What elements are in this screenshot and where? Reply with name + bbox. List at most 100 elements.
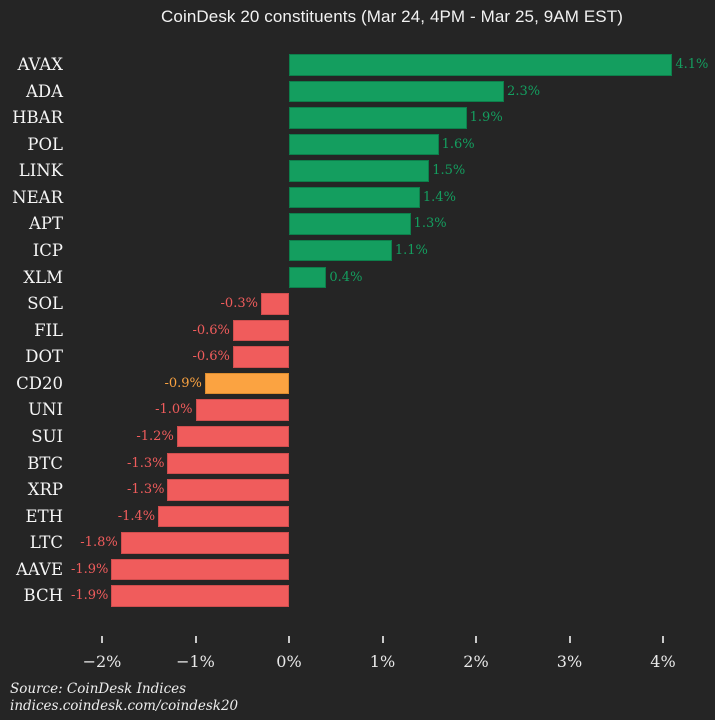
- value-label: 1.6%: [441, 136, 475, 152]
- plot-area: AVAX 4.1% ADA 2.3% HBAR 1.9% POL 1.6% LINK 1.5% NE…: [0, 54, 715, 613]
- bar-eth: [158, 505, 289, 528]
- category-label: BTC: [27, 453, 63, 473]
- source-line-2: indices.coindesk.com/coindesk20: [10, 698, 239, 714]
- bar-link: [289, 160, 430, 182]
- bar-row: LTC -1.8%: [0, 532, 715, 559]
- value-label: 4.1%: [675, 57, 709, 72]
- bar-row: CD20 -0.9%: [0, 372, 715, 400]
- category-label: XLM: [23, 267, 63, 287]
- value-label: -0.6%: [192, 322, 230, 338]
- bar-row: DOT -0.6%: [0, 346, 715, 373]
- bar-fil: [232, 319, 289, 342]
- category-label: NEAR: [12, 187, 63, 207]
- bar-icp: [289, 239, 392, 262]
- category-label: DOT: [25, 347, 63, 367]
- value-label: -0.9%: [164, 375, 202, 391]
- category-label: ADA: [25, 81, 63, 101]
- category-label: CD20: [16, 373, 63, 393]
- x-axis-tick-label: 4%: [650, 652, 676, 671]
- bar-xlm: [289, 266, 327, 289]
- bar-xrp: [167, 479, 289, 501]
- bar-row: BTC -1.3%: [0, 452, 715, 480]
- bar-row: XRP -1.3%: [0, 479, 715, 506]
- bar-apt: [289, 213, 411, 235]
- bar-aave: [111, 558, 289, 581]
- bar-row: ETH -1.4%: [0, 505, 715, 533]
- x-axis-tick-label: 3%: [556, 652, 583, 671]
- bar-row: ADA 2.3%: [0, 80, 715, 108]
- bar-row: AVAX 4.1%: [0, 54, 715, 81]
- value-label: 1.9%: [469, 110, 503, 126]
- x-axis-tick-label: 2%: [463, 652, 489, 671]
- category-label: LINK: [18, 161, 63, 181]
- category-label: ICP: [32, 240, 63, 260]
- category-label: APT: [28, 214, 63, 234]
- bar-sui: [176, 425, 289, 448]
- bar-row: NEAR 1.4%: [0, 186, 715, 214]
- bar-dot: [232, 346, 289, 368]
- bar-bch: [111, 585, 289, 607]
- x-axis-tick: [381, 636, 384, 643]
- x-axis-tick: [101, 636, 103, 643]
- x-axis-tick-label: 0%: [276, 652, 302, 671]
- bar-hbar: [289, 107, 467, 129]
- bar-row: SOL -0.3%: [0, 293, 715, 320]
- category-label: POL: [27, 134, 63, 154]
- value-label: 1.5%: [432, 163, 466, 179]
- source-attribution: Source: CoinDesk Indices indices.coindes…: [10, 681, 238, 715]
- value-label: 1.1%: [394, 242, 428, 258]
- value-label: -0.3%: [220, 296, 258, 312]
- x-axis-tick: [662, 636, 664, 643]
- value-label: 2.3%: [507, 83, 541, 99]
- category-label: BCH: [23, 586, 63, 606]
- x-axis-tick-label: −1%: [176, 652, 215, 671]
- bar-sol: [260, 293, 289, 315]
- x-axis-tick: [194, 636, 197, 643]
- bar-ltc: [120, 532, 289, 554]
- category-label: SUI: [31, 426, 63, 446]
- bar-row: HBAR 1.9%: [0, 107, 715, 134]
- value-label: -1.0%: [155, 402, 193, 418]
- category-label: HBAR: [12, 108, 63, 128]
- value-label: -1.8%: [80, 535, 118, 551]
- bar-row: BCH -1.9%: [0, 585, 715, 612]
- bar-row: SUI -1.2%: [0, 425, 715, 453]
- source-line-1: Source: CoinDesk Indices: [10, 681, 187, 697]
- bar-avax: [289, 54, 673, 76]
- value-label: -1.9%: [70, 561, 109, 577]
- category-label: LTC: [29, 533, 63, 553]
- value-label: 0.4%: [329, 269, 363, 285]
- value-label: -1.4%: [117, 508, 156, 524]
- x-axis-tick-label: 1%: [369, 652, 396, 671]
- category-label: XRP: [27, 480, 63, 500]
- bar-btc: [167, 452, 289, 475]
- bar-row: UNI -1.0%: [0, 399, 715, 426]
- value-label: -1.9%: [70, 588, 109, 604]
- value-label: 1.4%: [422, 189, 456, 205]
- bar-row: XLM 0.4%: [0, 266, 715, 294]
- value-label: -1.2%: [136, 428, 174, 444]
- value-label: -0.6%: [192, 349, 230, 365]
- value-label: 1.3%: [413, 216, 447, 232]
- category-label: AVAX: [17, 55, 63, 74]
- bar-cd20: [204, 372, 289, 395]
- bar-near: [289, 186, 420, 209]
- value-label: -1.3%: [127, 455, 165, 471]
- category-label: AAVE: [16, 559, 63, 579]
- bar-row: AAVE -1.9%: [0, 558, 715, 586]
- bar-uni: [195, 399, 289, 421]
- bar-row: FIL -0.6%: [0, 319, 715, 347]
- x-axis-tick-label: −2%: [82, 652, 122, 671]
- x-axis-tick: [568, 636, 571, 643]
- bar-row: ICP 1.1%: [0, 239, 715, 267]
- x-axis-tick: [475, 636, 477, 643]
- chart-title: CoinDesk 20 constituents (Mar 24, 4PM - …: [161, 7, 623, 26]
- category-label: FIL: [34, 320, 63, 340]
- bar-row: POL 1.6%: [0, 133, 715, 161]
- category-label: ETH: [25, 506, 63, 526]
- bar-pol: [289, 133, 439, 156]
- category-label: UNI: [28, 400, 63, 420]
- bar-row: LINK 1.5%: [0, 160, 715, 187]
